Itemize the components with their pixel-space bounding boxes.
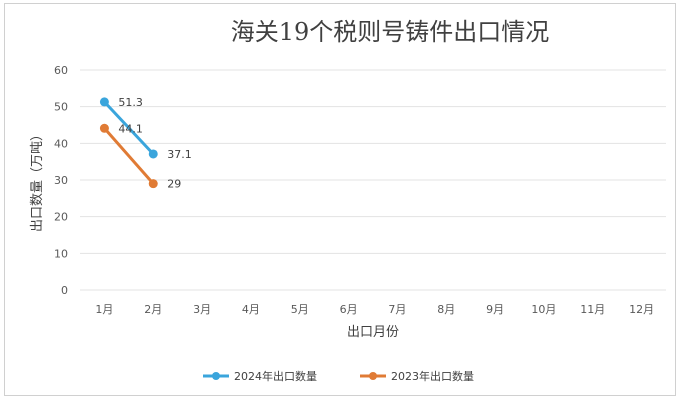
chart-title: 海关19个税则号铸件出口情况 — [231, 18, 550, 46]
y-axis-ticks: 0 10 20 30 40 50 60 — [54, 64, 68, 297]
data-label: 37.1 — [167, 148, 192, 161]
x-axis-label: 出口月份 — [347, 325, 399, 340]
y-tick-label: 40 — [54, 137, 68, 150]
series-line — [103, 127, 155, 185]
legend-item: 2023年出口数量 — [360, 369, 474, 383]
legend-label: 2023年出口数量 — [391, 369, 474, 383]
data-point — [148, 179, 158, 189]
y-tick-label: 50 — [54, 101, 68, 114]
legend-marker — [212, 372, 220, 380]
data-point — [148, 149, 158, 159]
x-axis-ticks: 1月 2月 3月 4月 5月 6月 7月 8月 9月 10月 11月 12月 — [95, 303, 654, 316]
y-tick-label: 0 — [61, 284, 68, 297]
y-tick-label: 20 — [54, 211, 68, 224]
x-tick-label: 5月 — [291, 303, 309, 316]
y-tick-label: 60 — [54, 64, 68, 77]
series-line — [103, 100, 155, 155]
data-label: 51.3 — [118, 96, 142, 109]
data-point — [99, 123, 109, 133]
data-label: 44.1 — [118, 122, 142, 135]
y-tick-label: 10 — [54, 247, 68, 260]
x-tick-label: 2月 — [144, 303, 162, 316]
x-tick-label: 7月 — [388, 303, 406, 316]
x-tick-label: 3月 — [193, 303, 211, 316]
series-1: 51.3 37.1 — [99, 96, 192, 161]
x-tick-label: 10月 — [531, 303, 556, 316]
x-tick-label: 11月 — [580, 303, 605, 316]
chart-frame — [4, 3, 676, 396]
legend: 2024年出口数量 2023年出口数量 — [203, 369, 474, 383]
x-tick-label: 9月 — [486, 303, 504, 316]
data-label: 29 — [167, 178, 181, 191]
x-tick-label: 8月 — [437, 303, 455, 316]
series-2: 44.1 29 — [99, 122, 181, 191]
legend-item: 2024年出口数量 — [203, 369, 317, 383]
x-tick-label: 4月 — [242, 303, 260, 316]
data-point — [99, 97, 109, 107]
legend-marker — [369, 372, 377, 380]
series-group: 51.3 37.1 44.1 29 — [99, 96, 192, 191]
gridlines — [80, 69, 666, 291]
legend-label: 2024年出口数量 — [234, 369, 317, 383]
x-tick-label: 12月 — [629, 303, 654, 316]
y-axis-label: 出口数量（万吨） — [30, 128, 45, 232]
y-tick-label: 30 — [54, 174, 68, 187]
x-tick-label: 6月 — [340, 303, 358, 316]
x-tick-label: 1月 — [95, 303, 113, 316]
